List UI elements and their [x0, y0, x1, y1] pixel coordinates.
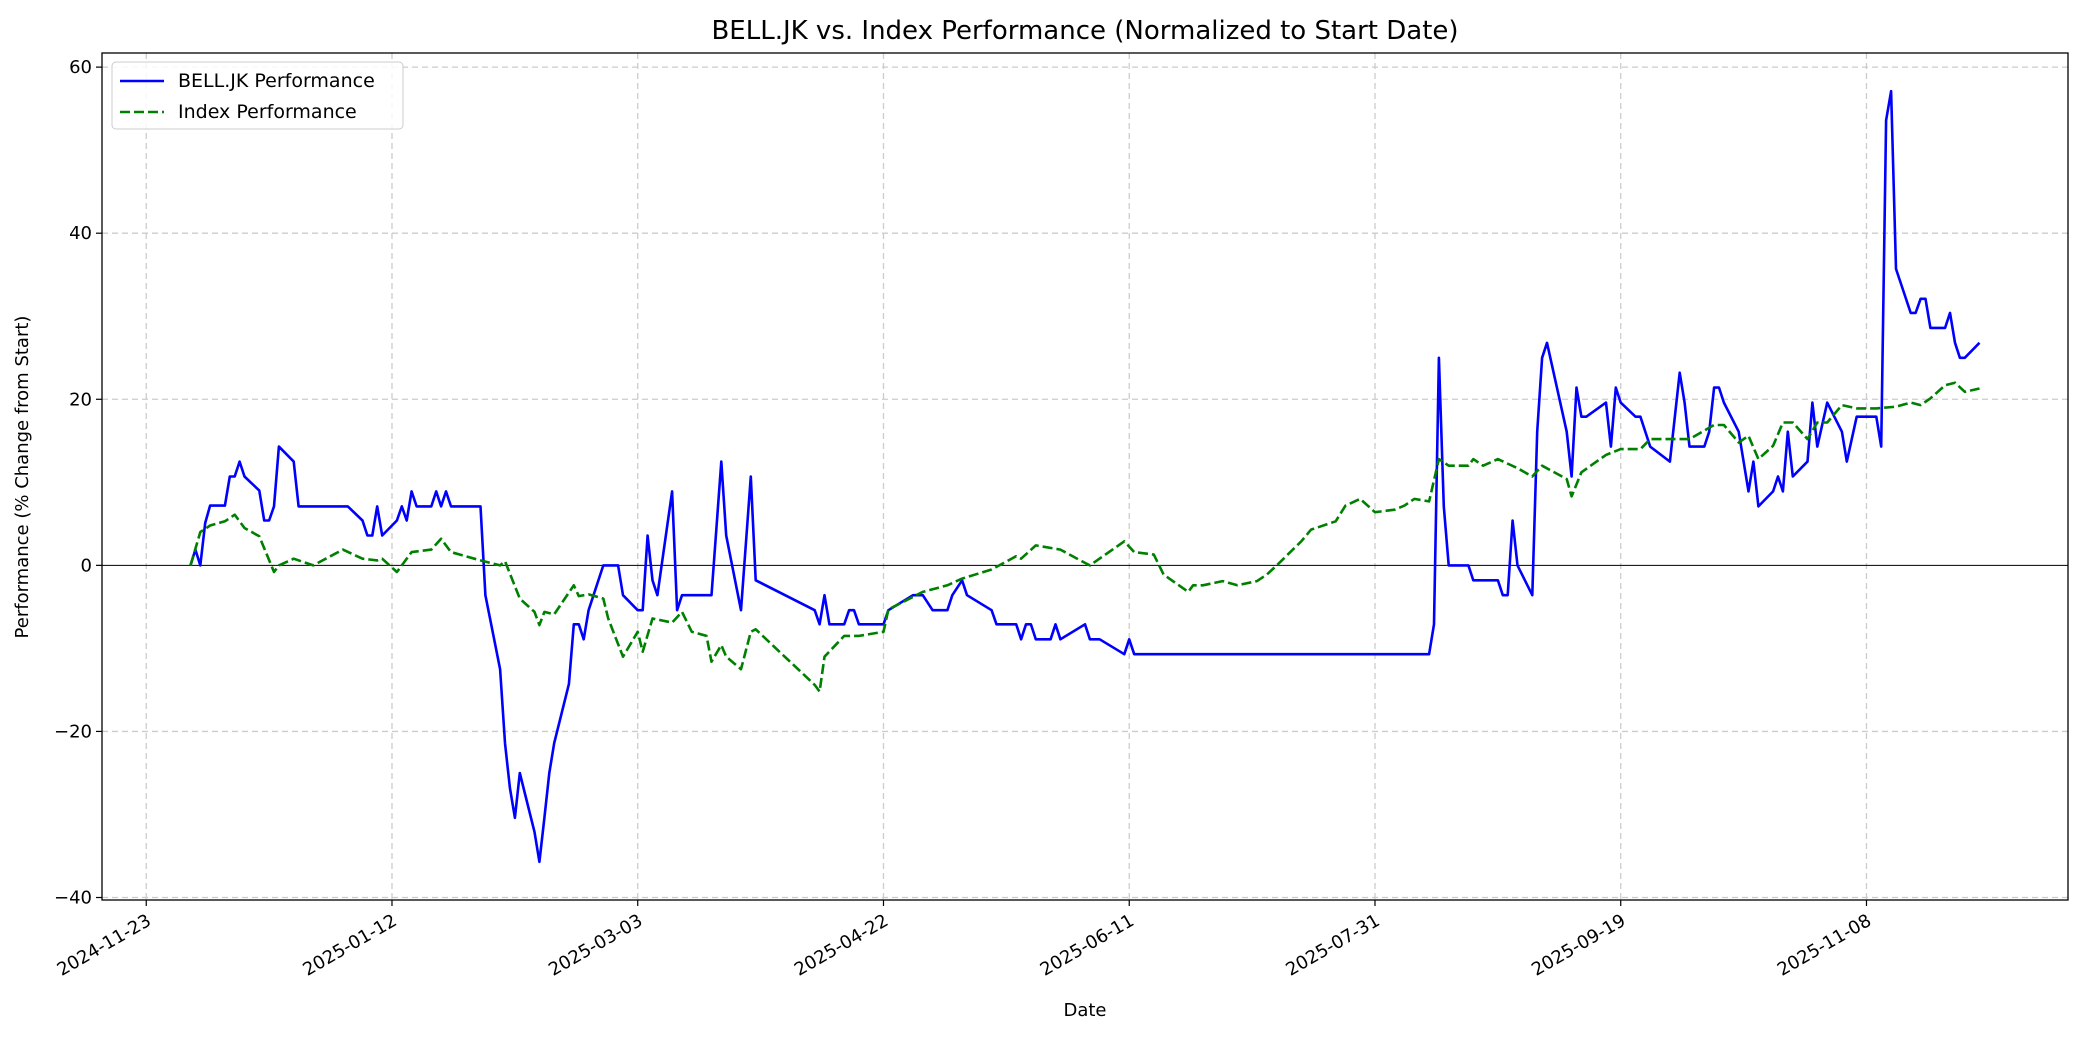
x-tick-label: 2025-03-03: [545, 910, 646, 980]
x-tick-label: 2025-01-12: [299, 910, 400, 980]
x-axis-label: Date: [1063, 1000, 1106, 1021]
x-axis-ticks: 2024-11-23 2025-01-12 2025-03-03 2025-04-22…: [54, 900, 1875, 981]
y-tick-label: 0: [81, 555, 92, 576]
x-tick-label: 2025-11-08: [1774, 910, 1875, 980]
x-tick-label: 2025-06-11: [1037, 910, 1138, 980]
y-tick-label: 60: [69, 57, 92, 78]
series-line-index: [189, 381, 1980, 693]
grid: [102, 53, 2068, 900]
y-axis-ticks: −40 −20 0 20 40 60: [54, 57, 102, 909]
y-tick-label: −20: [54, 721, 92, 742]
y-tick-label: 20: [69, 389, 92, 410]
plot-frame: [101, 52, 2069, 901]
legend: BELL.JK Performance Index Performance: [111, 61, 404, 130]
y-tick-label: 40: [69, 223, 92, 244]
legend-box: [111, 61, 404, 130]
x-tick-label: 2025-07-31: [1282, 910, 1383, 980]
chart-title: BELL.JK vs. Index Performance (Normalize…: [711, 16, 1458, 46]
legend-label-bell: BELL.JK Performance: [178, 70, 375, 92]
legend-label-index: Index Performance: [178, 101, 357, 123]
series-lines: [189, 89, 1981, 864]
y-tick-label: −40: [54, 888, 92, 909]
x-tick-label: 2025-04-22: [791, 910, 892, 980]
series-line-bell: [189, 89, 1981, 864]
x-tick-label: 2024-11-23: [54, 910, 155, 980]
y-axis-label: Performance (% Change from Start): [12, 316, 33, 639]
x-tick-label: 2025-09-19: [1528, 910, 1629, 980]
